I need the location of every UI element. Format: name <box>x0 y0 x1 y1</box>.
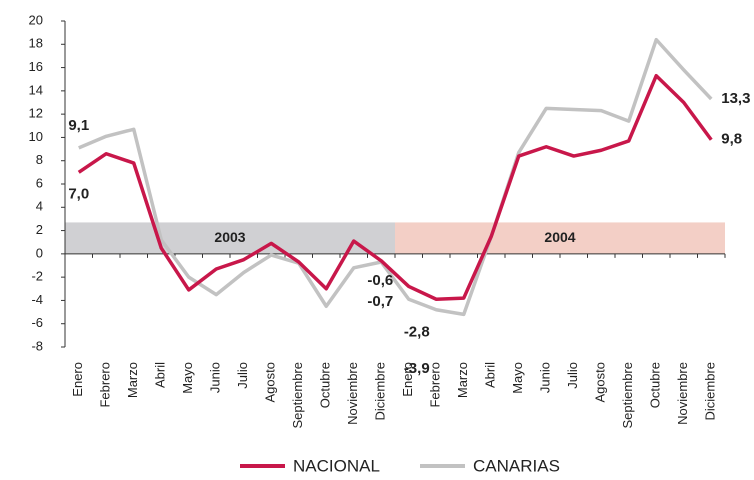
y-tick-label: 16 <box>29 59 43 74</box>
band-label: 2003 <box>214 229 245 245</box>
x-tick-label: Diciembre <box>373 362 388 421</box>
series-line <box>78 37 713 317</box>
x-tick-label: Agosto <box>263 362 278 402</box>
value-label: 9,1 <box>68 117 89 134</box>
x-tick-label: Abril <box>153 362 168 388</box>
x-tick-label: Febrero <box>98 362 113 408</box>
x-tick-label: Octubre <box>648 362 663 408</box>
value-label: 7,0 <box>68 185 89 202</box>
value-label: 13,3 <box>721 90 750 107</box>
y-tick-label: 20 <box>29 12 43 27</box>
x-tick-label: Noviembre <box>345 362 360 425</box>
x-tick-label: Mayo <box>510 362 525 394</box>
x-tick-label: Agosto <box>593 362 608 402</box>
value-label: -3,9 <box>404 360 430 377</box>
x-tick-label: Febrero <box>428 362 443 408</box>
y-tick-label: 8 <box>36 152 43 167</box>
y-tick-label: 12 <box>29 106 43 121</box>
x-tick-label: Noviembre <box>675 362 690 425</box>
x-tick-label: Diciembre <box>703 362 718 421</box>
year-band <box>395 222 725 254</box>
legend-label: NACIONAL <box>293 456 380 475</box>
series-line <box>77 73 713 302</box>
y-tick-label: -2 <box>31 269 43 284</box>
y-tick-label: 10 <box>29 129 43 144</box>
y-tick-label: -6 <box>31 315 43 330</box>
x-tick-label: Enero <box>70 362 85 397</box>
legend-label: CANARIAS <box>473 456 560 475</box>
x-tick-label: Marzo <box>455 362 470 398</box>
value-label: 9,8 <box>721 131 742 148</box>
x-tick-label: Julio <box>565 362 580 389</box>
value-label: -0,6 <box>367 272 393 289</box>
y-tick-label: 4 <box>36 199 43 214</box>
x-tick-label: Julio <box>235 362 250 389</box>
value-label: -0,7 <box>367 293 393 310</box>
y-tick-label: 18 <box>29 36 43 51</box>
x-tick-label: Junio <box>538 362 553 393</box>
x-tick-label: Abril <box>483 362 498 388</box>
x-tick-label: Septiembre <box>620 362 635 428</box>
x-tick-label: Junio <box>208 362 223 393</box>
x-tick-label: Septiembre <box>290 362 305 428</box>
band-label: 2004 <box>544 229 575 245</box>
x-tick-label: Enero <box>400 362 415 397</box>
y-tick-label: 2 <box>36 222 43 237</box>
x-tick-label: Octubre <box>318 362 333 408</box>
y-tick-label: -8 <box>31 338 43 353</box>
y-tick-label: 0 <box>36 245 43 260</box>
y-tick-label: 6 <box>36 175 43 190</box>
y-tick-label: 14 <box>29 82 43 97</box>
y-tick-label: -4 <box>31 292 43 307</box>
value-label: -2,8 <box>404 323 430 340</box>
x-tick-label: Mayo <box>180 362 195 394</box>
year-band <box>65 222 395 254</box>
x-tick-label: Marzo <box>125 362 140 398</box>
